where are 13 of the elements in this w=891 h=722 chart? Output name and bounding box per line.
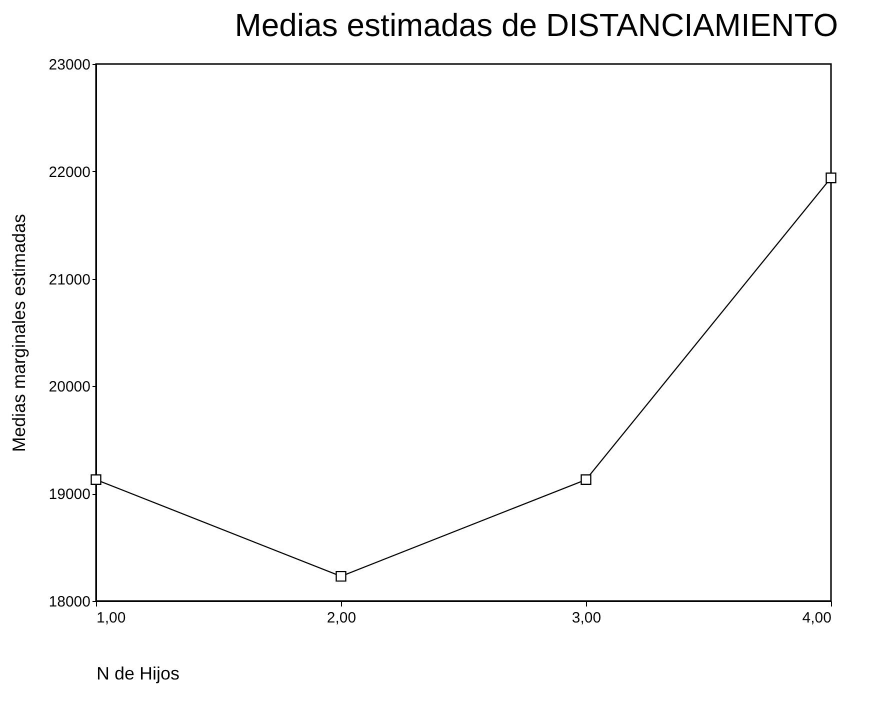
y-tick-label: 22000	[48, 164, 90, 181]
y-tick-label: 19000	[48, 486, 90, 504]
y-tick-label: 21000	[48, 271, 90, 288]
chart-title: Medias estimadas de DISTANCIAMIENTO	[234, 7, 838, 43]
y-tick-label: 23000	[48, 56, 90, 74]
y-axis-title: Medias marginales estimadas	[8, 214, 29, 452]
x-tick-label: 4,00	[802, 610, 832, 626]
y-tick-label: 18000	[48, 594, 90, 610]
x-tick-label: 2,00	[326, 610, 356, 626]
y-tick-label: 20000	[48, 378, 90, 396]
x-tick-label: 3,00	[572, 610, 602, 626]
x-tick-label: 1,00	[96, 610, 126, 626]
x-axis-title: N de Hijos	[96, 664, 180, 684]
